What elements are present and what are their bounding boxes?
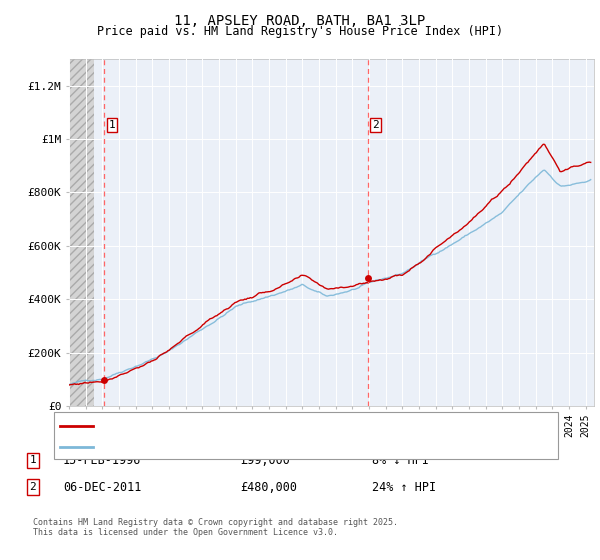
- Text: £99,000: £99,000: [240, 454, 290, 467]
- Text: Contains HM Land Registry data © Crown copyright and database right 2025.
This d: Contains HM Land Registry data © Crown c…: [33, 518, 398, 538]
- Text: 11, APSLEY ROAD, BATH, BA1 3LP (detached house): 11, APSLEY ROAD, BATH, BA1 3LP (detached…: [96, 421, 390, 431]
- Text: 06-DEC-2011: 06-DEC-2011: [63, 480, 142, 494]
- Text: £480,000: £480,000: [240, 480, 297, 494]
- Text: 2: 2: [29, 482, 37, 492]
- Text: 15-FEB-1996: 15-FEB-1996: [63, 454, 142, 467]
- Text: 24% ↑ HPI: 24% ↑ HPI: [372, 480, 436, 494]
- Text: Price paid vs. HM Land Registry's House Price Index (HPI): Price paid vs. HM Land Registry's House …: [97, 25, 503, 38]
- Text: HPI: Average price, detached house, Bath and North East Somerset: HPI: Average price, detached house, Bath…: [96, 442, 496, 452]
- Text: 11, APSLEY ROAD, BATH, BA1 3LP: 11, APSLEY ROAD, BATH, BA1 3LP: [175, 14, 425, 28]
- Text: 1: 1: [29, 455, 37, 465]
- Bar: [69, 59, 94, 406]
- Text: 1: 1: [109, 120, 115, 130]
- Text: 2: 2: [372, 120, 379, 130]
- Text: 8% ↓ HPI: 8% ↓ HPI: [372, 454, 429, 467]
